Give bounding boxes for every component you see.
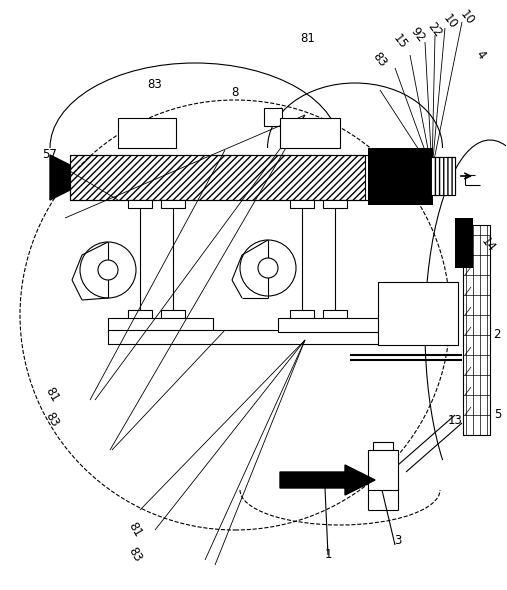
Text: 13: 13	[448, 414, 462, 427]
Polygon shape	[280, 465, 375, 495]
Text: 5: 5	[494, 408, 502, 421]
Text: 14: 14	[478, 235, 498, 255]
Bar	[161, 200, 185, 208]
Bar	[455, 218, 473, 268]
Bar	[128, 200, 152, 208]
Text: 3: 3	[394, 533, 402, 546]
Bar	[108, 330, 383, 344]
Text: 83: 83	[370, 50, 390, 70]
Bar	[278, 318, 383, 332]
Text: 10: 10	[457, 8, 477, 28]
Text: 83: 83	[148, 78, 162, 91]
Bar	[390, 287, 445, 295]
Bar	[264, 108, 282, 126]
Bar	[290, 200, 314, 208]
Bar	[118, 118, 176, 148]
Text: 92: 92	[408, 25, 428, 45]
Text: 81: 81	[43, 385, 61, 405]
Bar	[463, 225, 490, 435]
Polygon shape	[50, 155, 70, 200]
Text: 2: 2	[493, 329, 501, 342]
Text: 1: 1	[324, 549, 332, 562]
Text: 81: 81	[126, 520, 144, 540]
Text: 8: 8	[231, 86, 239, 99]
Bar	[390, 326, 445, 338]
Text: 81: 81	[301, 31, 315, 44]
Bar	[280, 118, 340, 148]
Circle shape	[98, 260, 118, 280]
Bar	[378, 282, 458, 345]
Text: 4: 4	[473, 48, 487, 62]
Bar	[70, 155, 365, 200]
Bar	[161, 310, 185, 322]
Bar	[430, 157, 455, 195]
Text: 83: 83	[126, 545, 144, 565]
Bar	[290, 310, 314, 322]
Bar	[368, 450, 398, 490]
Text: 10: 10	[440, 12, 460, 32]
Bar	[128, 310, 152, 322]
Text: 22: 22	[425, 20, 445, 40]
Text: 15: 15	[390, 32, 410, 52]
Bar	[108, 318, 213, 332]
Bar	[368, 148, 433, 205]
Bar	[385, 293, 450, 321]
Text: 57: 57	[43, 149, 57, 162]
Text: 83: 83	[43, 411, 61, 430]
Bar	[373, 442, 393, 452]
Bar	[323, 200, 347, 208]
Circle shape	[258, 258, 278, 278]
Bar	[323, 310, 347, 322]
